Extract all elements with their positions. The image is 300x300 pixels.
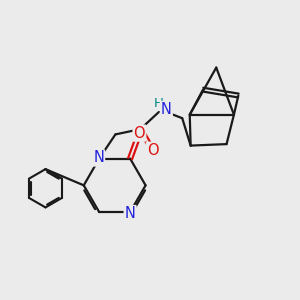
Text: H: H (154, 97, 164, 110)
Text: N: N (161, 102, 172, 117)
Text: O: O (147, 143, 158, 158)
Text: O: O (134, 126, 145, 141)
Text: N: N (93, 151, 104, 166)
Text: N: N (125, 206, 136, 221)
